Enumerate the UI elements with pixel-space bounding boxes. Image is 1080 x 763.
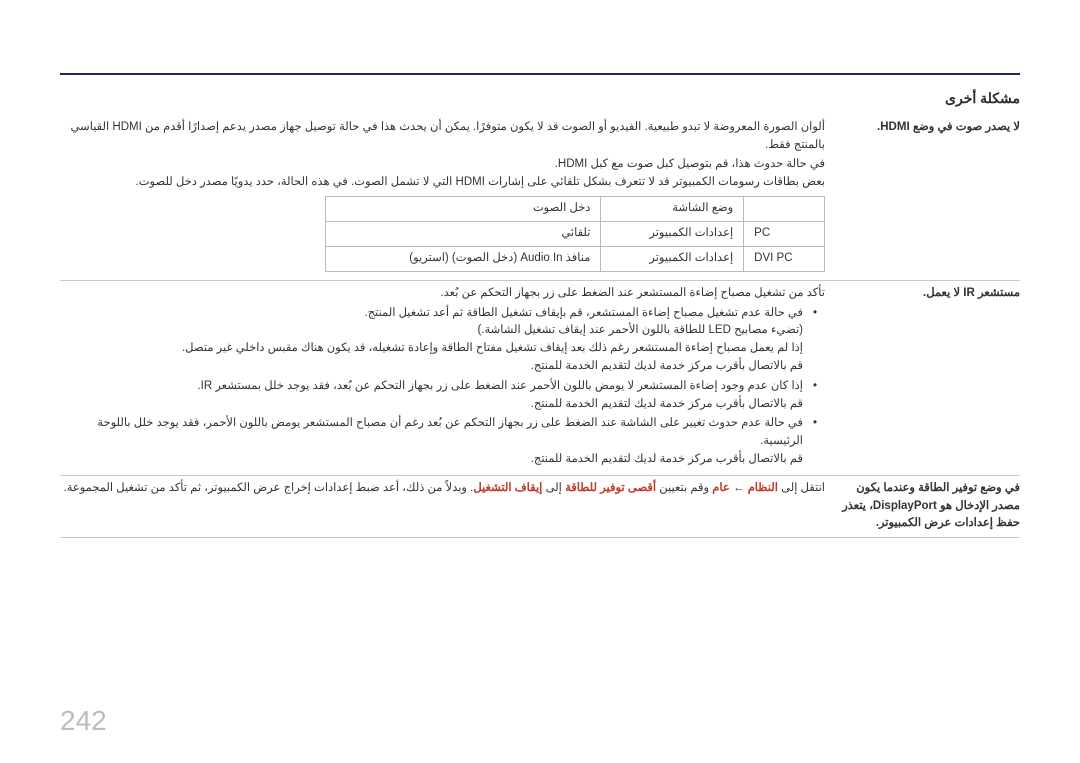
th: دخل الصوت <box>326 197 601 222</box>
td: PC <box>744 222 825 247</box>
audio-table: وضع الشاشة دخل الصوت PC إعدادات الكمبيوت… <box>325 196 825 271</box>
para: ألوان الصورة المعروضة لا تبدو طبيعية. ال… <box>60 119 825 155</box>
content-area: مشكلة أخرى لا يصدر صوت في وضع HDMI. ألوا… <box>60 90 1020 538</box>
th: وضع الشاشة <box>601 197 744 222</box>
td: منافذ Audio In (دخل الصوت) (استريو) <box>326 246 601 271</box>
bullet-list: في حالة عدم تشغيل مصباح إضاءة المستشعر، … <box>60 305 825 469</box>
header-line <box>60 73 1020 75</box>
page-number: 242 <box>60 705 107 737</box>
row-label: في وضع توفير الطاقة وعندما يكون مصدر الإ… <box>825 480 1020 533</box>
list-item: في حالة عدم حدوث تغيير على الشاشة عند ال… <box>60 415 803 468</box>
row-label: مستشعر IR لا يعمل. <box>825 285 1020 471</box>
row-body: تأكد من تشغيل مصباح إضاءة المستشعر عند ا… <box>60 285 825 471</box>
row-body: انتقل إلى النظام ← عام وقم بتعيين أقصى ت… <box>60 480 825 533</box>
para: بعض بطاقات رسومات الكمبيوتر قد لا تتعرف … <box>60 174 825 192</box>
para: انتقل إلى النظام ← عام وقم بتعيين أقصى ت… <box>60 480 825 498</box>
list-item: في حالة عدم تشغيل مصباح إضاءة المستشعر، … <box>60 305 803 376</box>
para: تأكد من تشغيل مصباح إضاءة المستشعر عند ا… <box>60 285 825 303</box>
th <box>744 197 825 222</box>
bullet-text: في حالة عدم تشغيل مصباح إضاءة المستشعر، … <box>182 307 803 372</box>
td: DVI PC <box>744 246 825 271</box>
bullet-text: إذا كان عدم وجود إضاءة المستشعر لا يومض … <box>197 380 803 410</box>
bullet-text: في حالة عدم حدوث تغيير على الشاشة عند ال… <box>97 417 803 465</box>
section-title: مشكلة أخرى <box>60 90 1020 107</box>
td: إعدادات الكمبيوتر <box>601 222 744 247</box>
list-item: إذا كان عدم وجود إضاءة المستشعر لا يومض … <box>60 378 803 414</box>
trouble-row: لا يصدر صوت في وضع HDMI. ألوان الصورة ال… <box>60 115 1020 281</box>
trouble-row: في وضع توفير الطاقة وعندما يكون مصدر الإ… <box>60 476 1020 538</box>
para: في حالة حدوث هذا، قم بتوصيل كبل صوت مع ك… <box>60 156 825 174</box>
row-body: ألوان الصورة المعروضة لا تبدو طبيعية. ال… <box>60 119 825 276</box>
row-label: لا يصدر صوت في وضع HDMI. <box>825 119 1020 276</box>
trouble-row: مستشعر IR لا يعمل. تأكد من تشغيل مصباح إ… <box>60 281 1020 476</box>
td: تلقائي <box>326 222 601 247</box>
td: إعدادات الكمبيوتر <box>601 246 744 271</box>
